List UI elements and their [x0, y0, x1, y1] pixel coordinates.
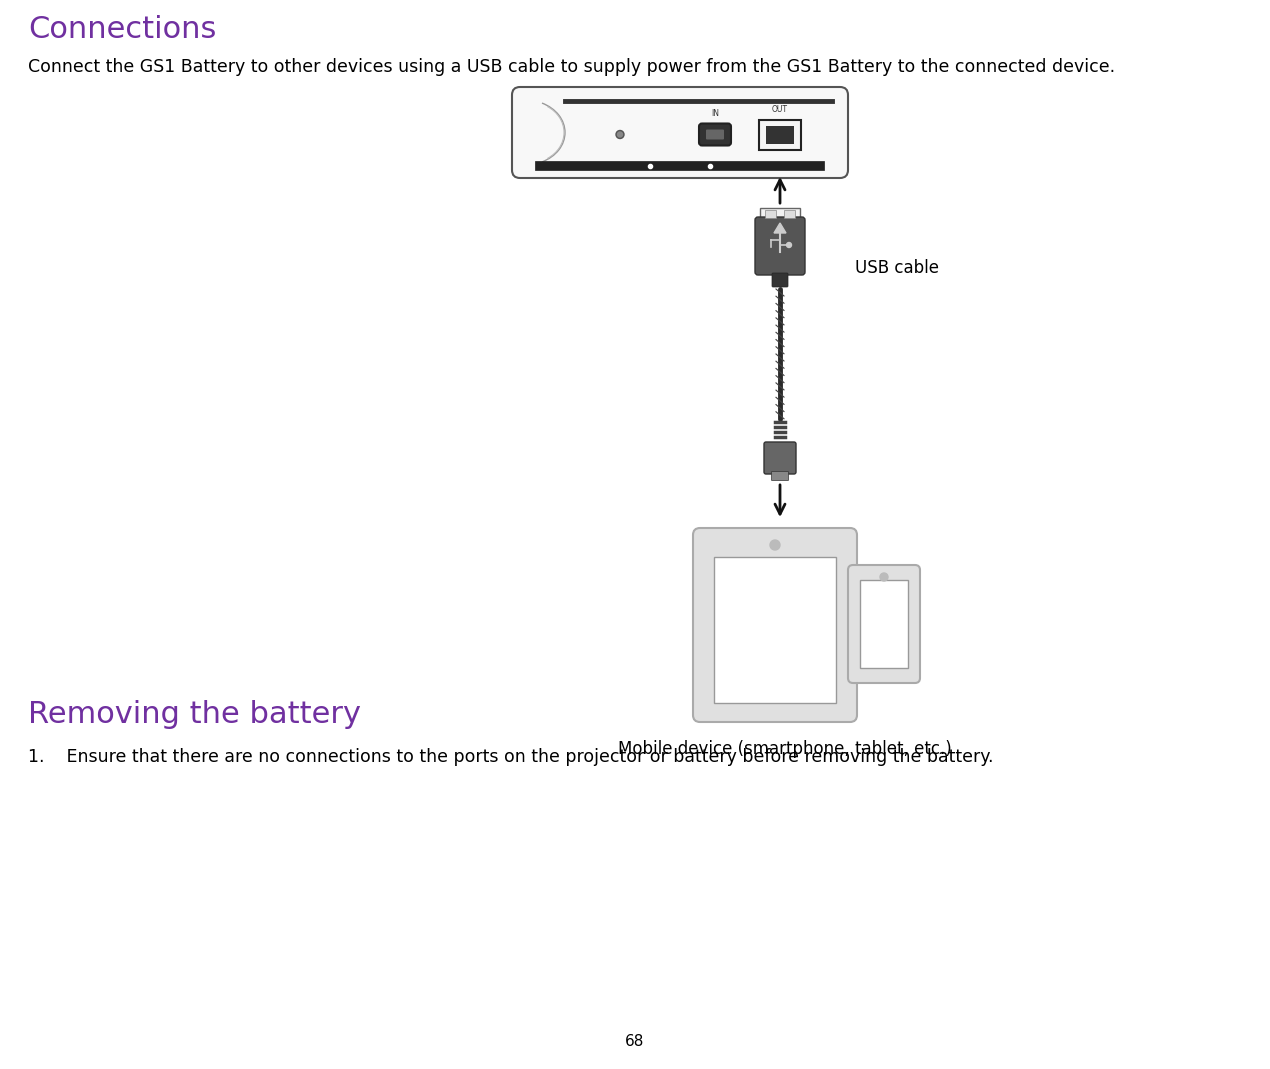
Circle shape	[617, 131, 622, 137]
Text: Connect the GS1 Battery to other devices using a USB cable to supply power from : Connect the GS1 Battery to other devices…	[28, 58, 1115, 76]
FancyBboxPatch shape	[759, 120, 801, 150]
Circle shape	[616, 130, 624, 139]
Circle shape	[786, 243, 791, 248]
Circle shape	[880, 573, 888, 580]
Text: OUT: OUT	[772, 106, 787, 114]
Text: 68: 68	[625, 1035, 645, 1050]
Text: Connections: Connections	[28, 15, 216, 44]
Text: 1.    Ensure that there are no connections to the ports on the projector or batt: 1. Ensure that there are no connections …	[28, 748, 993, 766]
Text: IN: IN	[711, 108, 719, 118]
FancyBboxPatch shape	[848, 566, 919, 683]
Circle shape	[770, 540, 780, 549]
FancyBboxPatch shape	[772, 273, 787, 286]
Polygon shape	[773, 223, 786, 233]
FancyBboxPatch shape	[512, 87, 848, 179]
FancyBboxPatch shape	[706, 129, 724, 139]
Text: USB cable: USB cable	[855, 259, 939, 277]
FancyBboxPatch shape	[860, 580, 908, 668]
FancyBboxPatch shape	[693, 528, 857, 722]
Text: Removing the battery: Removing the battery	[28, 700, 361, 729]
FancyBboxPatch shape	[765, 441, 796, 474]
Text: Mobile device (smartphone, tablet, etc.): Mobile device (smartphone, tablet, etc.)	[618, 740, 952, 758]
FancyBboxPatch shape	[771, 471, 789, 480]
FancyBboxPatch shape	[698, 124, 732, 145]
FancyBboxPatch shape	[754, 217, 805, 275]
FancyBboxPatch shape	[759, 208, 800, 220]
FancyBboxPatch shape	[714, 557, 836, 703]
FancyBboxPatch shape	[784, 210, 795, 218]
FancyBboxPatch shape	[766, 125, 794, 143]
FancyBboxPatch shape	[765, 210, 776, 218]
